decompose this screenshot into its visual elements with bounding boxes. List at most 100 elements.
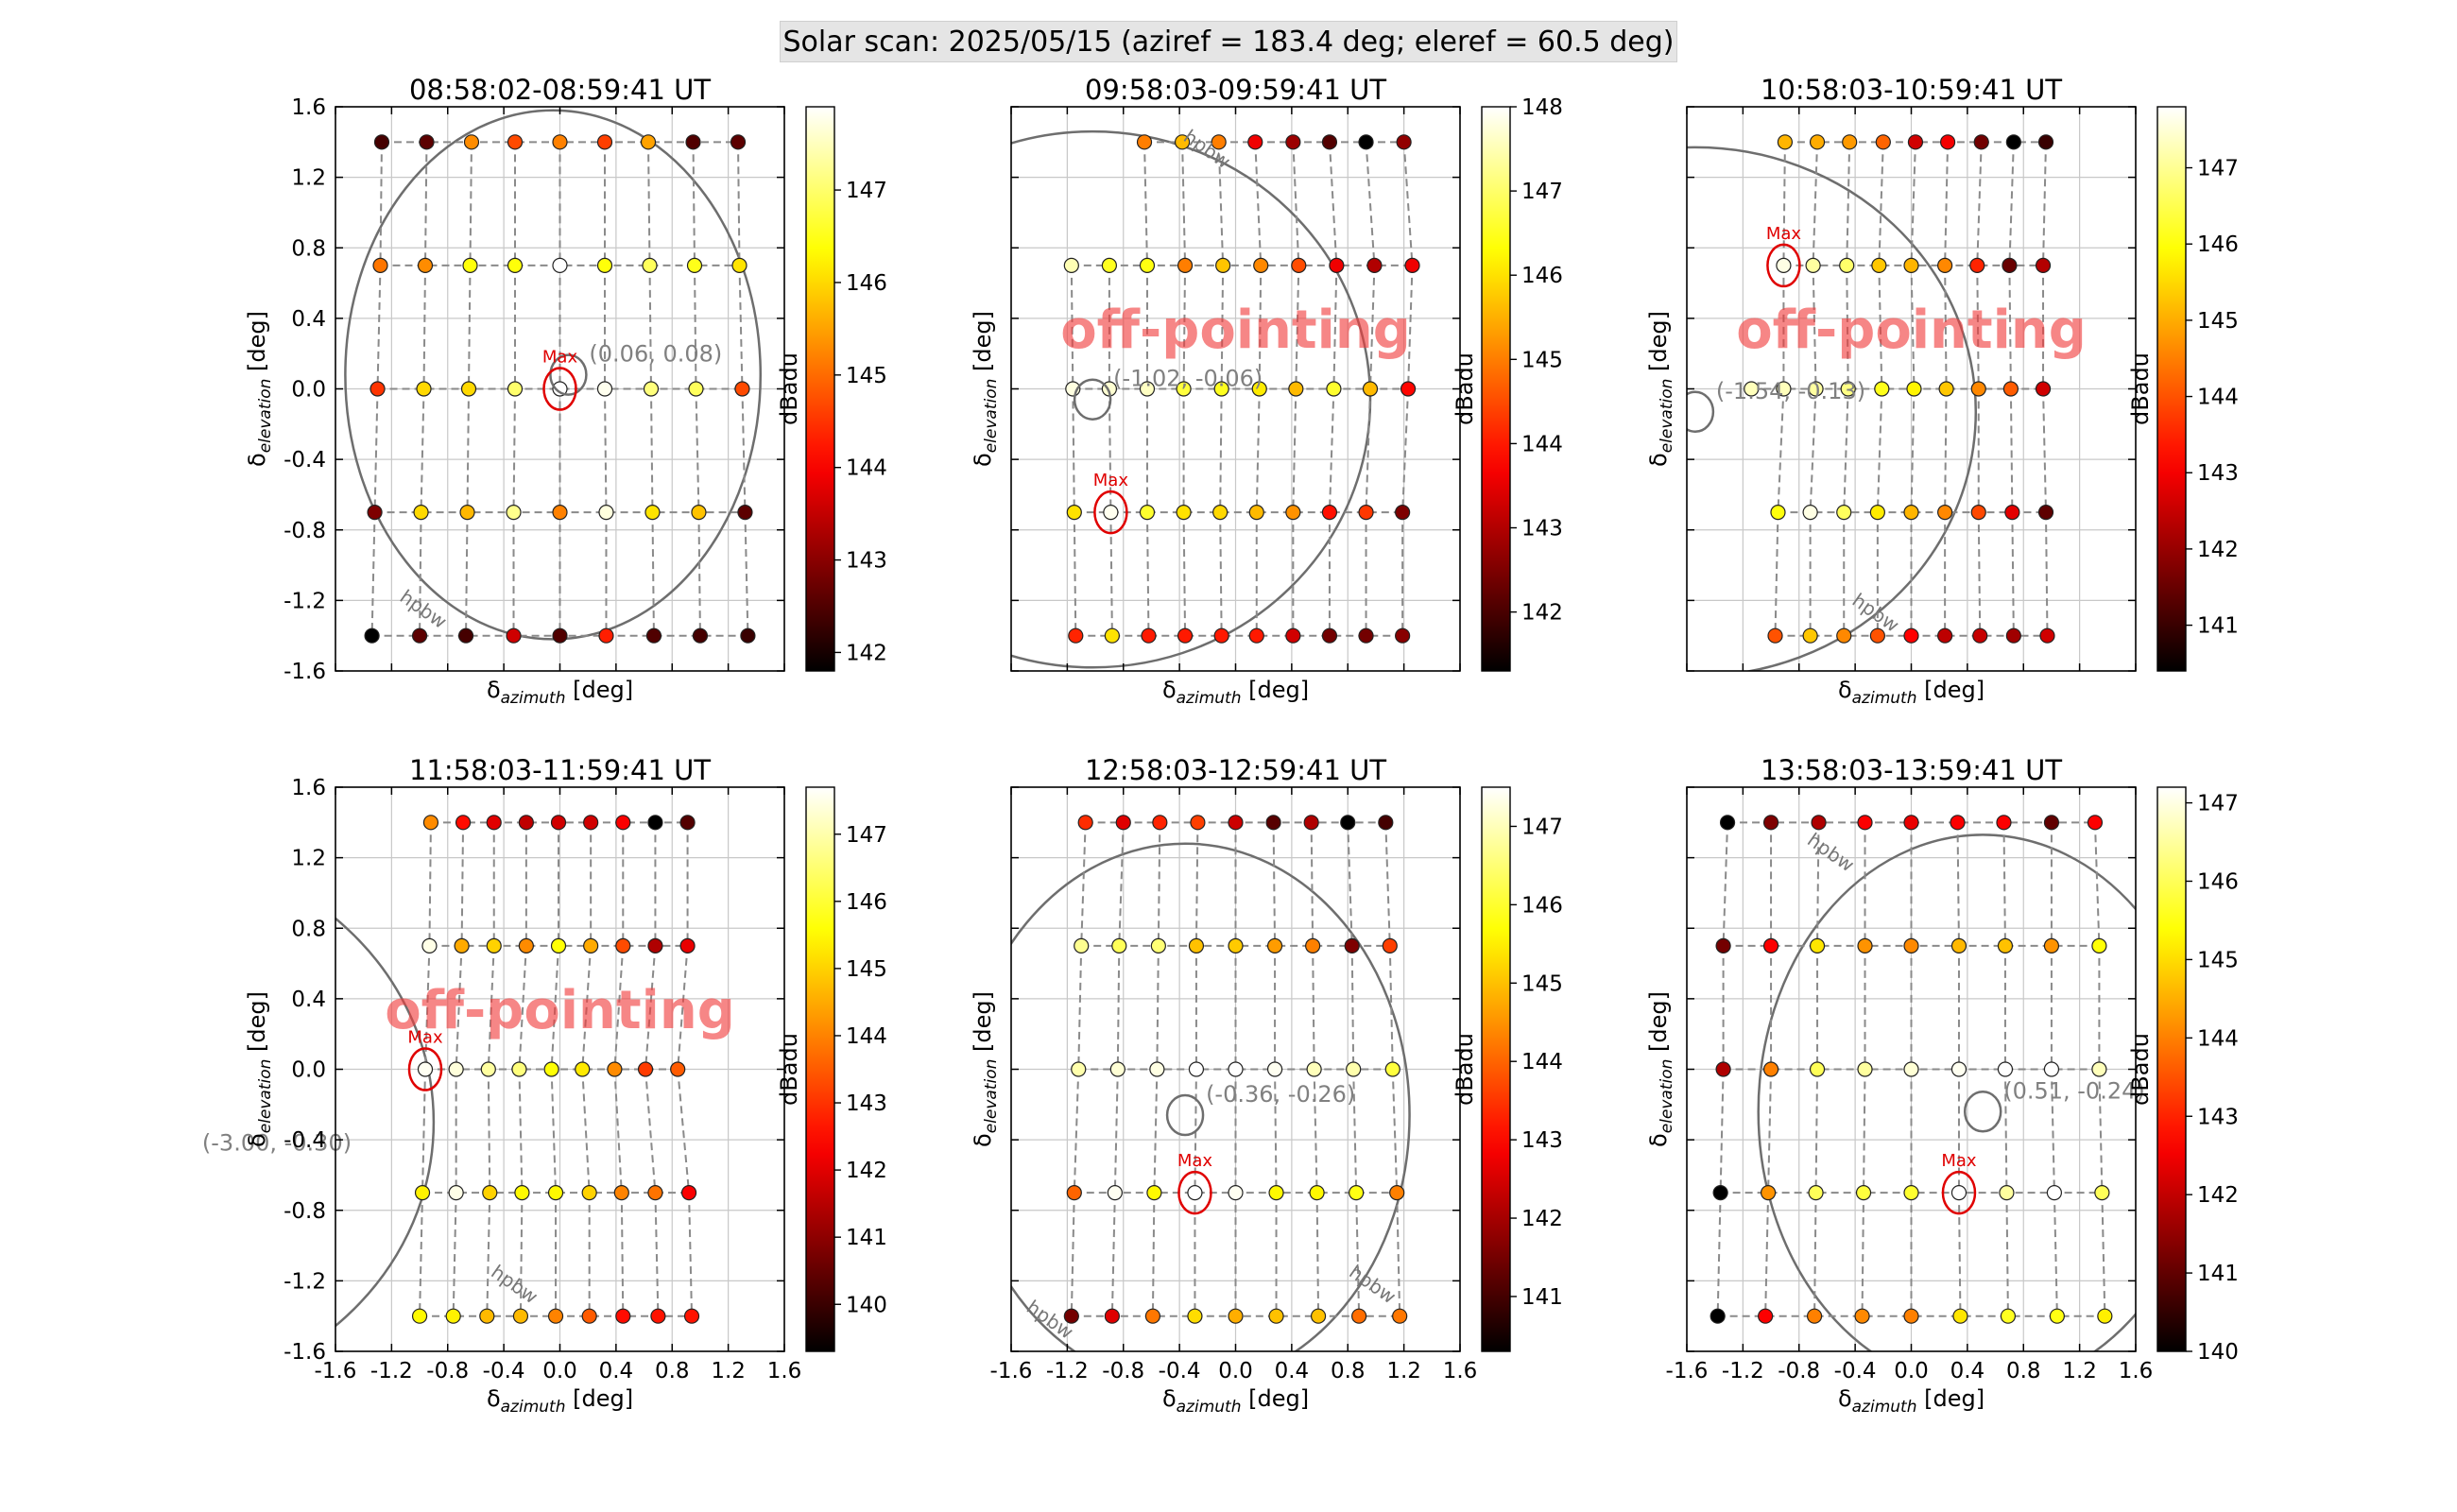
data-point [1808,381,1824,397]
data-point [1211,134,1227,150]
data-point [679,937,696,954]
x-tick-label: -1.6 [315,1359,357,1383]
data-point [1392,1308,1408,1324]
data-point [1144,1308,1161,1324]
data-point [411,1308,428,1324]
data-point [1306,1061,1322,1077]
plot-area: hpbw [344,109,763,644]
data-point [1770,504,1786,521]
scan-line [1313,1069,1318,1194]
data-point [1970,504,1986,521]
scan-line [1861,1193,1865,1316]
data-point [680,1184,697,1201]
scan-line [1355,1193,1361,1316]
data-point [647,937,663,954]
hpbw-label: hpbw [396,585,451,633]
scan-line [1878,142,1884,266]
data-point [486,937,502,954]
data-point [596,134,613,150]
scan-line [1777,388,1785,513]
colorbar-tick-label: 141 [2197,1262,2239,1286]
data-point [482,1184,498,1201]
y-tick-label: 0.8 [291,236,326,261]
y-tick-label: 0.4 [291,988,326,1012]
hpbw-circle [1011,842,1411,1351]
off-pointing-label: off-pointing [1736,300,2087,361]
beam-center-marker [1687,390,1715,433]
data-point [1215,257,1231,274]
y-axis-label: δelevation [deg] [970,991,1001,1147]
data-point [1758,1308,1774,1324]
data-point [1806,1308,1823,1324]
data-point [596,381,613,397]
scan-line [2053,1193,2058,1316]
data-point [1802,627,1818,644]
scan-line [1143,142,1148,266]
scan-line [1843,388,1849,513]
data-point [1939,134,1956,150]
data-point [1152,815,1168,831]
data-point [640,134,657,150]
scan-line [1194,822,1199,946]
scan-line [550,945,560,1070]
data-point [1228,1061,1244,1077]
beam-center-marker [1963,1091,2002,1133]
data-point [2043,815,2060,831]
colorbar-tick-label: 144 [846,456,887,481]
scan-line [1182,512,1187,636]
colorbar-tick-label: 142 [1521,1207,1563,1231]
colorbar-label: dBadu [1452,1033,1478,1106]
colorbar [805,106,835,672]
data-point [1969,257,1985,274]
colorbar-tick-label: 147 [2197,792,2239,816]
y-axis-label: δelevation [deg] [970,311,1001,467]
colorbar [805,786,835,1352]
data-point [518,937,534,954]
colorbar-tick-label: 142 [2197,538,2239,562]
data-point [1068,627,1084,644]
data-point [1776,257,1792,274]
colorbar-tick-label: 146 [1521,893,1563,918]
max-label: Max [1177,1151,1213,1171]
colorbar-tick-label: 143 [2197,1105,2239,1129]
data-point [419,134,435,150]
colorbar-tick-label: 146 [846,271,887,296]
data-point [413,504,429,521]
beam-center-label: (-3.00, -0.30) [202,1129,352,1156]
scan-line [550,1069,558,1194]
data-point [615,815,631,831]
scan-line [1080,822,1087,946]
x-axis-label: δazimuth [deg] [1838,677,1984,708]
panel-2: hpbw Max (-1.02, -0.06) off-pointing 09:58:0… [970,74,1563,708]
colorbar-tick-label: 145 [1521,971,1563,996]
data-point [463,134,480,150]
scan-line [376,265,382,389]
scan-line [1977,512,1982,636]
data-point [421,937,438,954]
max-label: Max [1093,471,1129,490]
y-tick-label: 1.2 [291,847,326,871]
scan-line [697,512,701,636]
data-point [1177,257,1194,274]
data-point [583,815,599,831]
data-point [1174,134,1191,150]
scan-line [651,512,655,636]
off-pointing-label: off-pointing [1060,300,1411,361]
data-point [1358,627,1374,644]
colorbar-tick-label: 144 [846,1024,887,1049]
scan-line [738,265,744,389]
hpbw-label: hpbw [1179,125,1234,173]
data-point [1285,134,1301,150]
data-point [462,257,478,274]
panel-5: hpbw hpbw Max (-0.36, -0.26) -1.6 -1.2 -0.8 -0.… [970,754,1563,1417]
x-tick-label: -1.2 [370,1359,413,1383]
data-point [1111,937,1127,954]
scan-line [1181,142,1187,266]
data-point [459,504,475,521]
scan-line [1956,822,1960,946]
scan-line [420,388,425,513]
data-point [2039,627,2055,644]
colorbar-tick-label: 140 [2197,1340,2239,1365]
scan-line [1719,1069,1725,1194]
data-point [417,1061,434,1077]
